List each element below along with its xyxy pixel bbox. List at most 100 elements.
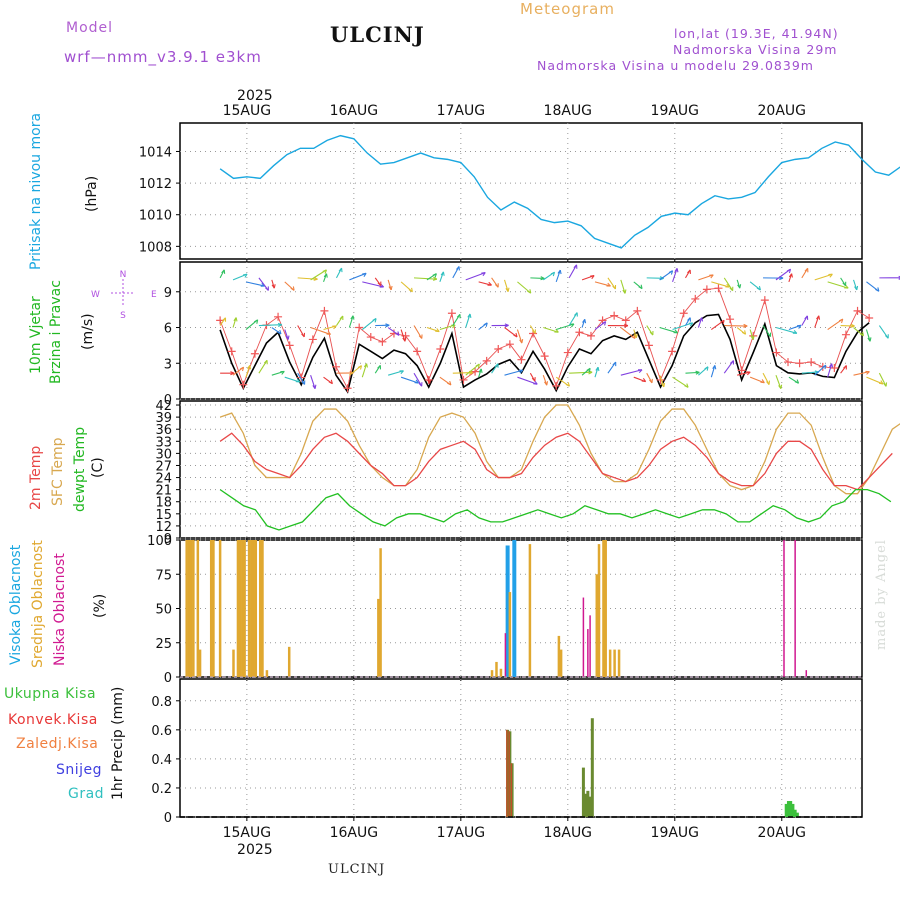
wind-arrow-head [435,328,440,333]
cloud-bar [247,540,251,677]
wind-arrow-head [301,332,306,338]
wind-direction-arrow [297,277,318,280]
meteogram-title: Meteogram [520,0,615,18]
wind-arrow-head [402,337,407,342]
wind-arrow-head [399,370,404,375]
legend-hail: Grad [68,786,105,802]
wind-arrow-head [388,285,393,291]
wind-arrow-head [377,364,382,370]
cloud-bar [794,540,796,677]
wind-arrow-head [363,363,368,368]
wind-arrow-head [829,363,834,368]
wind-gust-marker [239,380,248,389]
wind-gust-marker [285,341,294,350]
footer-station: ULCINJ [328,862,386,877]
wind-gust-marker [807,358,816,367]
wind-direction-arrow [530,277,545,280]
wind-arrow-head [684,383,689,388]
wind-direction-arrow [659,374,665,388]
wind-gust-marker [841,330,850,339]
cloud-bar [241,540,244,677]
wind-arrow-head [729,286,734,292]
wind-gust-marker [633,306,642,315]
wind-gust-marker [702,285,711,294]
precip-bar [590,718,594,817]
wind-arrow-head [326,330,331,335]
y-tick-label: 0 [164,393,172,408]
wind-arrow-head [312,384,317,390]
wind-direction-arrow [245,281,265,287]
wind-direction-arrow [413,277,437,280]
wind-arrow-head [372,317,377,323]
y-tick-label: 33 [155,435,172,450]
y-tick-label: 0 [164,671,172,686]
wind-direction-arrow [465,313,471,328]
y-tick-label: 100 [147,534,172,549]
wind-direction-arrow [594,281,611,287]
wind-arrow-head [569,323,575,328]
wind-gust-marker [227,347,236,356]
convective-precip-bar [508,731,510,817]
wind-gust-marker [679,309,688,318]
cloud-bar [582,597,585,677]
y-tick-label: 39 [155,411,172,426]
wind-arrow-head [641,378,647,383]
wind-gust-marker [413,347,422,356]
year-label-top: 2025 [237,88,273,104]
wind-arrow-head [878,380,884,385]
wind-arrow-head [822,364,827,370]
precip-bar [581,767,585,817]
wind-arrow-head [720,319,725,325]
legend-snow: Snijeg [56,762,103,778]
wind-gust-marker [644,341,653,350]
precip-bar [791,803,795,817]
wind-arrow-head [699,317,704,322]
wind-arrow-head [595,366,600,372]
y-tick-label: 1012 [139,177,172,192]
cloud-bar [495,661,498,677]
wind-arrow-head [447,380,452,386]
cloud-bar [587,629,589,677]
wind-arrow-head [263,359,268,365]
wind-arrow-head [483,322,488,327]
wind-arrow-head [456,313,461,319]
wind-arrow-head [550,271,556,277]
temp-2m-line [219,432,893,491]
cloud-bar [589,615,591,677]
wind-arrow-head [323,273,328,278]
cloud-bar [602,540,605,677]
cloud-bar [528,544,532,677]
wind-arrow-head [674,268,679,273]
wind-arrow-head [804,315,809,320]
x-tick-label-bottom: 18AUG [544,825,593,841]
compass-east: E [151,290,157,300]
wind-arrow-head [741,330,747,335]
y-tick-label: 27 [155,459,172,474]
y-tick-label: 0.8 [151,695,172,710]
cloud-bar [508,592,512,677]
compass-north: N [120,270,127,280]
wind-arrow-head [838,318,844,324]
wind-direction-arrow [814,273,833,281]
wind-arrow-head [638,369,643,374]
cloud-bar [236,540,240,677]
pressure-axis-title: Pritisak na nivou mora [28,112,44,270]
wind-direction-arrow [516,329,523,344]
wind-arrow-head [788,273,793,278]
cloud-high-label: Visoka Oblacnost [8,544,24,665]
credit-watermark: made by Angel [874,539,889,650]
wind-gust-marker [378,337,387,346]
wind-gust-marker [865,313,874,322]
wind-arrow-head [338,267,343,273]
wind-gust-marker [308,335,317,344]
wind-direction-arrow [400,376,419,384]
wind-gust-marker [668,347,677,356]
wind-arrow-head [884,334,889,339]
wind-arrow-head [540,276,545,281]
temp-unit-label: (C) [90,457,106,478]
compass-west: W [91,290,100,300]
y-tick-label: 1014 [139,145,172,160]
cloud-bar [232,649,235,677]
cloud-bar [617,649,621,677]
wind-arrow-head [554,328,559,333]
